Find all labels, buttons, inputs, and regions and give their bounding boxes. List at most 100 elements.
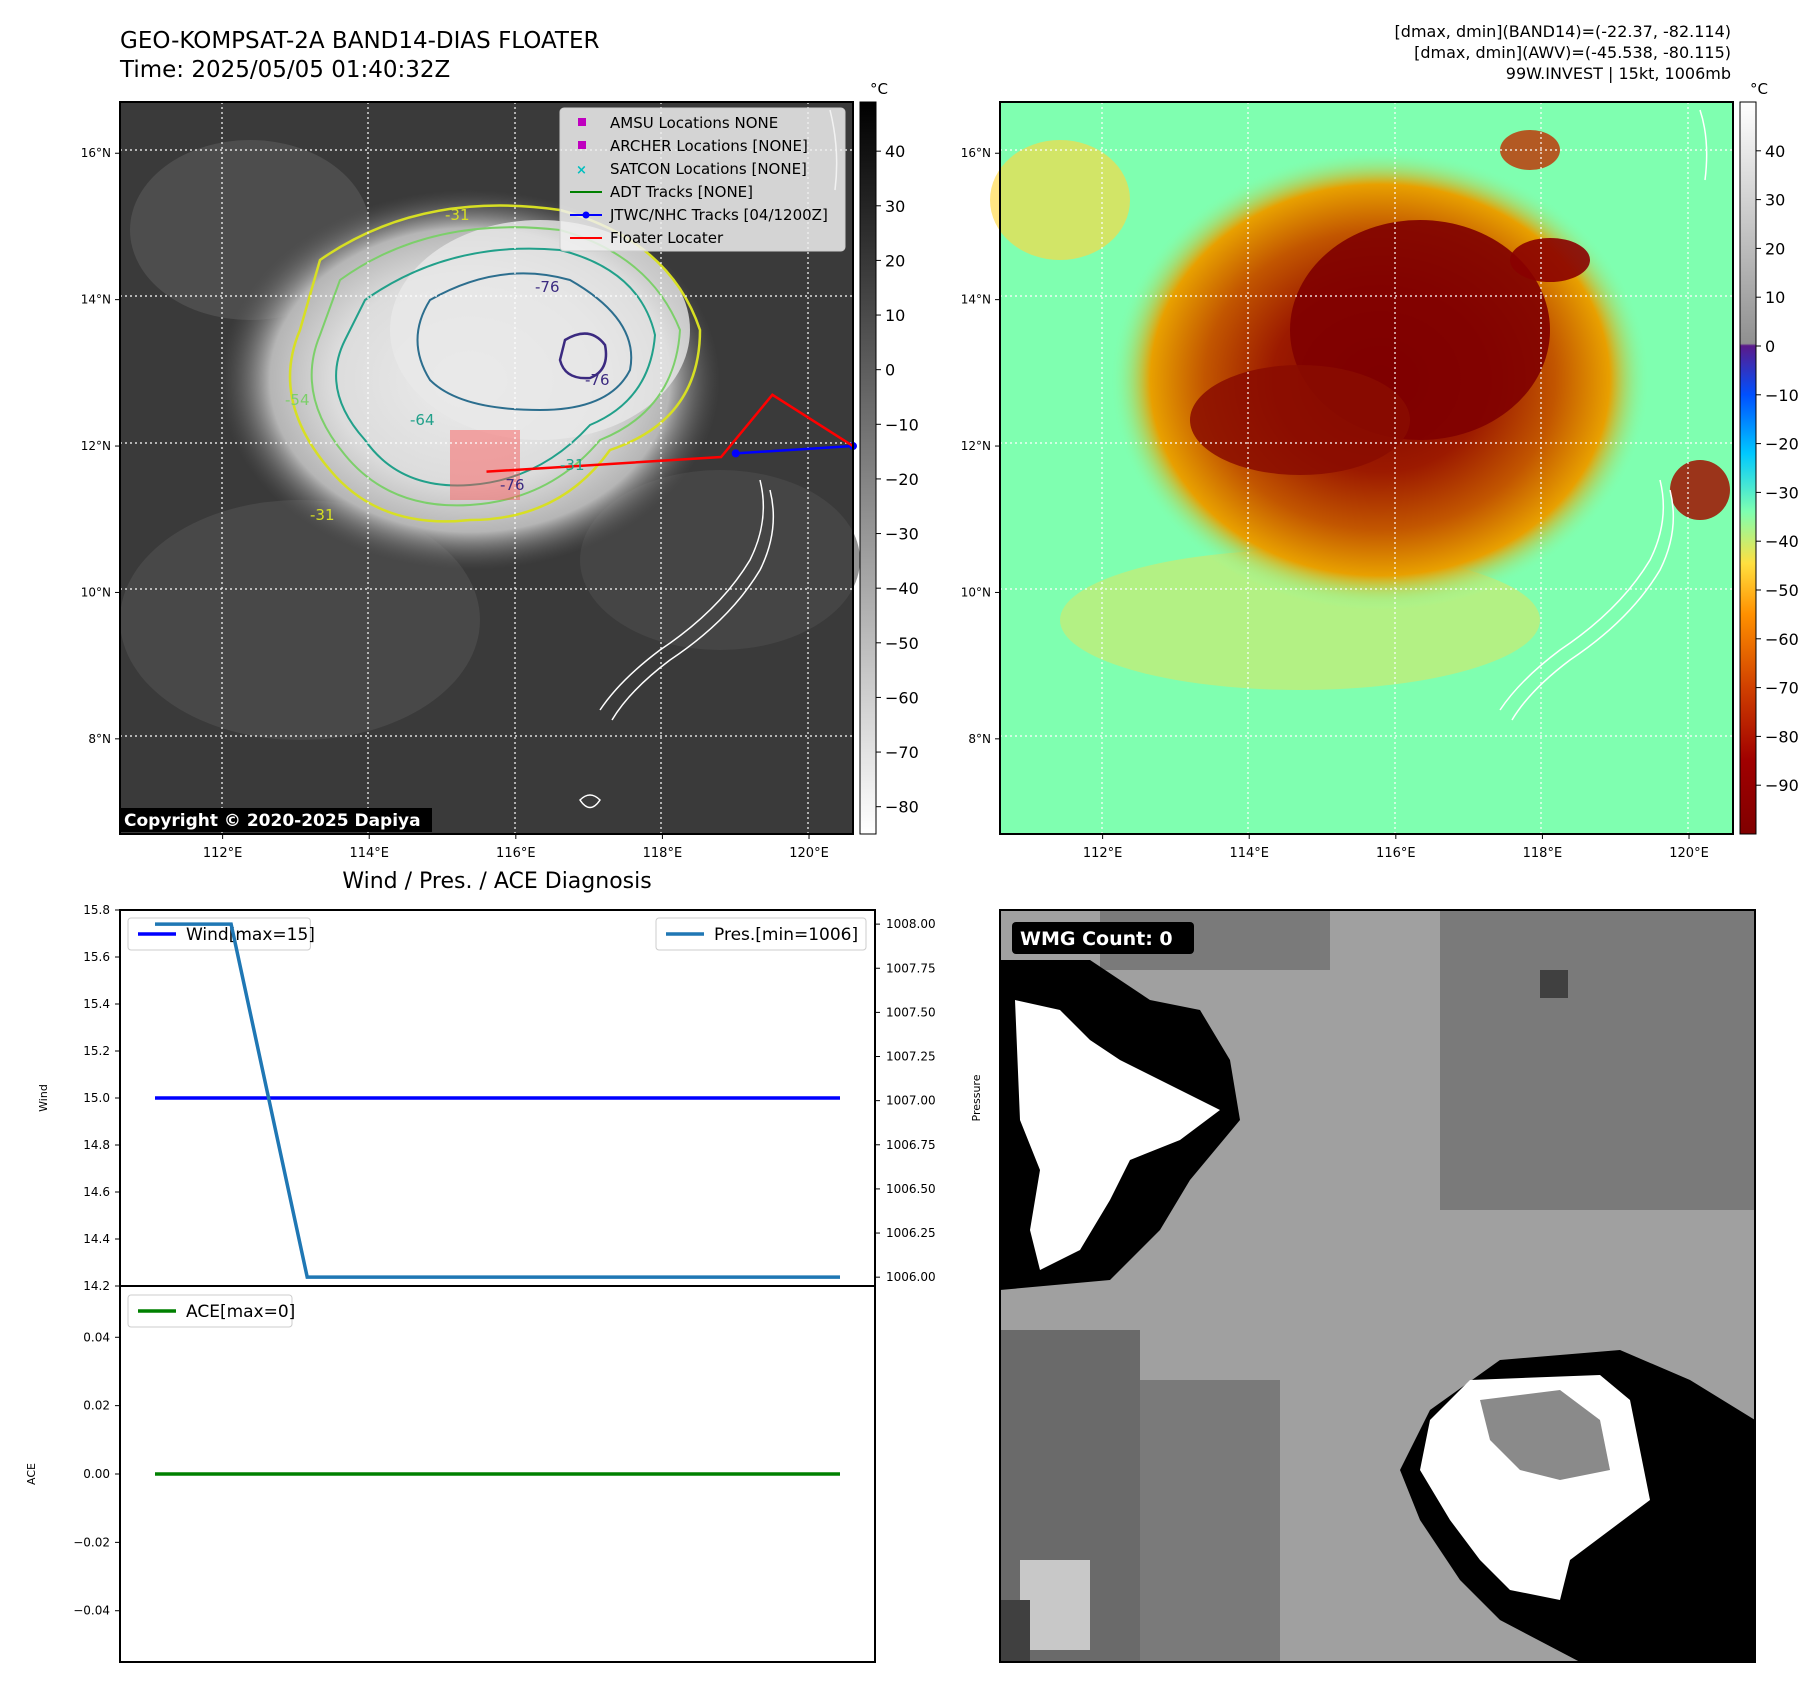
awv-colorbar-tick-label: −90 [1765,776,1799,795]
contour-labels: -76 -76 -64 -54 -31 -31 -31 -76 [285,206,610,524]
map-lon-label: 116°E [496,846,536,861]
pressure-ylabel: Pressure [970,1074,983,1121]
pressure-legend-box [655,917,867,951]
map-lat-label: 12°N [81,439,111,453]
awv-lat-label: 8°N [968,732,991,746]
pressure-ytick-label: 1007.00 [886,1094,936,1108]
map-lat-label: 8°N [88,732,111,746]
wind-ytick-label: 15.2 [83,1044,110,1058]
awv-lon-label: 116°E [1376,846,1416,861]
contour-label: -54 [285,391,310,409]
awv-colorbar-tick-label: 0 [1765,337,1775,356]
awv-lat-label: 12°N [961,439,991,453]
jtwc-track-line [735,444,854,455]
awv-colorbar-tick-label: −30 [1765,483,1799,502]
map-legend: AMSU Locations NONE ARCHER Locations [NON… [559,107,846,252]
awv-map [990,102,1733,834]
pressure-ytick-label: 1006.25 [886,1226,936,1240]
awv-axis-ticks: 112°E 114°E 116°E 118°E 120°E 16°N 14°N 12°N 10°… [961,146,1709,861]
ir-colorbar-unit: °C [870,80,888,98]
pressure-chart: 1008.00 1007.75 1007.50 1007.25 1007.00 1006.… [155,917,936,1284]
wmg-image [1000,910,1755,1662]
stat-storm: 99W.INVEST | 15kt, 1006mb [1505,64,1731,83]
ace-ytick-label: 0.04 [83,1330,110,1344]
pressure-ytick-label: 1006.50 [886,1182,936,1196]
awv-colorbar-tick-label: 40 [1765,142,1785,161]
wind-ytick-label: 15.4 [83,997,110,1011]
awv-colorbar-tick-label: 30 [1765,191,1785,210]
ace-legend-label: ACE[max=0] [186,1302,295,1322]
legend-label: Floater Locater [610,229,724,247]
legend-label: JTWC/NHC Tracks [04/1200Z] [609,206,828,224]
ir-colorbar-tick-label: −80 [885,798,919,817]
ir-colorbar-tick-label: −20 [885,470,919,489]
ace-ytick-label: −0.02 [73,1535,110,1549]
legend-label: ARCHER Locations [NONE] [610,137,808,155]
ir-colorbar-tick-label: −70 [885,743,919,762]
awv-lon-label: 114°E [1229,846,1269,861]
ace-chart: 0.04 0.02 0.00 −0.02 −0.04 ACE[max=0] [73,1294,840,1618]
awv-frame [999,101,1734,835]
stat-band14: [dmax, dmin](BAND14)=(-22.37, -82.114) [1394,22,1731,41]
awv-colorbar [1739,101,1757,835]
contour-label: -64 [410,411,435,429]
ir-colorbar-tick-label: 20 [885,251,905,270]
contour-label: -31 [310,506,335,524]
ir-colorbar-tick-label: 0 [885,361,895,380]
wmg-count-label: WMG Count: 0 [1020,928,1173,950]
awv-lat-label: 16°N [961,146,991,160]
awv-colorbar-ticks: 40 30 20 10 0 −10 −20 −30 −40 −50 −60 −70 −80 −90 [1756,142,1799,795]
pressure-ytick-label: 1007.25 [886,1050,936,1064]
awv-lat-label: 14°N [961,293,991,307]
ir-colorbar-tick-label: −60 [885,688,919,707]
ir-colorbar-tick-label: 10 [885,306,905,325]
awv-colorbar-tick-label: −80 [1765,727,1799,746]
ir-colorbar-tick-label: −40 [885,579,919,598]
jtwc-track-point [731,449,740,458]
contour-label: -31 [560,456,585,474]
ir-colorbar [859,101,877,835]
awv-colorbar-tick-label: 10 [1765,288,1785,307]
ir-map [120,102,860,834]
awv-lon-label: 120°E [1669,846,1709,861]
wind-ytick-label: 14.2 [83,1279,110,1293]
ace-legend-box [127,1294,293,1328]
contour-label: -76 [500,476,525,494]
wind-ytick-label: 14.8 [83,1138,110,1152]
awv-colorbar-unit: °C [1750,80,1768,98]
map-axis-ticks: 112°E 114°E 116°E 118°E 120°E 16°N 14°N 12°N 10°… [81,146,829,861]
wind-ytick-label: 14.6 [83,1185,110,1199]
ace-ylabel: ACE [25,1463,38,1485]
map-lat-label: 14°N [81,293,111,307]
ir-colorbar-ticks: 40 30 20 10 0 −10 −20 −30 −40 −50 −60 −70 −80 [876,142,919,817]
wind-ytick-label: 15.6 [83,950,110,964]
wmg-frame [999,909,1756,1663]
legend-label: AMSU Locations NONE [610,114,778,132]
awv-lon-label: 118°E [1523,846,1563,861]
copyright-text: Copyright © 2020-2025 Dapiya [124,811,421,831]
ir-colorbar-tick-label: −30 [885,525,919,544]
awv-lat-label: 10°N [961,585,991,599]
map-frame [119,101,854,835]
contour-label: -76 [535,278,560,296]
ace-ytick-label: 0.02 [83,1399,110,1413]
pressure-ytick-label: 1006.00 [886,1270,936,1284]
ir-colorbar-tick-label: −10 [885,415,919,434]
track-layer [486,393,857,473]
wind-ytick-label: 14.4 [83,1232,110,1246]
map-lon-label: 112°E [203,846,243,861]
wind-legend-label: Wind[max=15] [186,925,315,945]
awv-colorbar-tick-label: −50 [1765,581,1799,600]
contour-label: -76 [585,371,610,389]
awv-colorbar-tick-label: 20 [1765,239,1785,258]
pressure-series-line [155,922,840,1279]
figure-time: Time: 2025/05/05 01:40:32Z [120,57,451,83]
pressure-legend-label: Pres.[min=1006] [714,925,858,945]
legend-marker-x: × [576,163,587,178]
stat-awv: [dmax, dmin](AWV)=(-45.538, -80.115) [1414,43,1731,62]
ir-colorbar-tick-label: 30 [885,197,905,216]
pressure-ytick-label: 1008.00 [886,917,936,931]
awv-colorbar-tick-label: −20 [1765,435,1799,454]
legend-marker-dot [582,211,590,219]
